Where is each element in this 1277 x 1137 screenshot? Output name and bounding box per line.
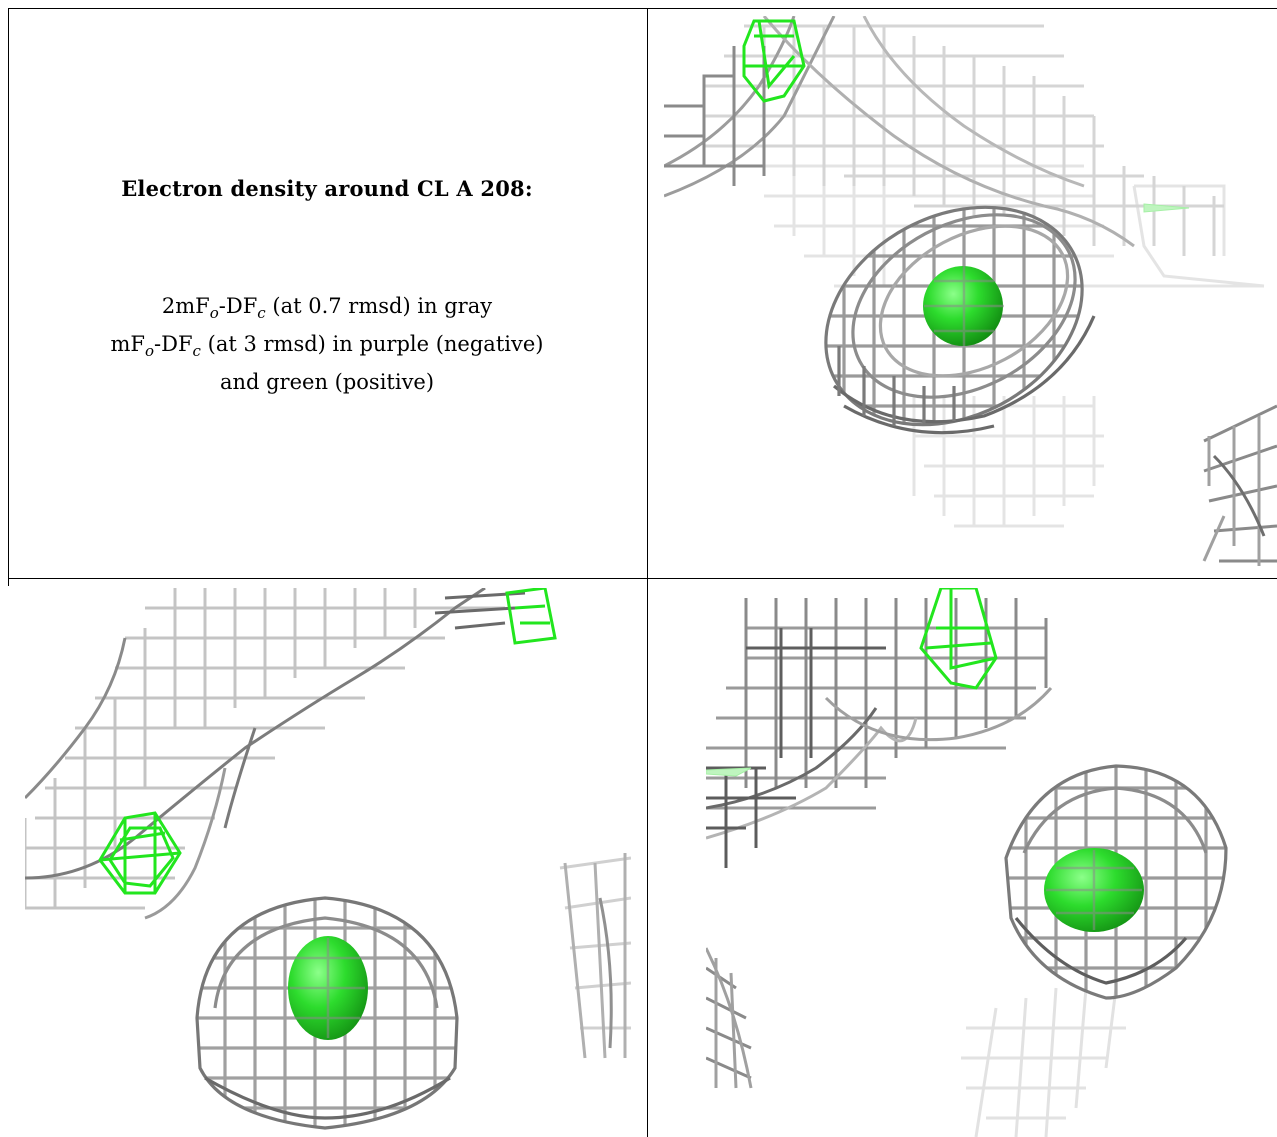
caption-line-2: mFo-DFc (at 3 rmsd) in purple (negative): [110, 332, 544, 360]
density-render-bottom-right: [706, 588, 1228, 1137]
caption-line-3: and green (positive): [219, 370, 435, 394]
positive-density-faint: [706, 767, 752, 777]
density-render-bottom-left: [25, 588, 631, 1130]
caption-cell: Electron density around CL A 208: 2mFo-D…: [8, 8, 646, 578]
frame-center-divider: [647, 8, 648, 1137]
sphere-overlay-mesh: [1046, 850, 1142, 930]
frame-top-border: [8, 8, 1277, 9]
sphere-overlay-mesh: [924, 266, 1004, 346]
caption-description: 2mFo-DFc (at 0.7 rmsd) in gray mFo-DFc (…: [8, 291, 646, 398]
upper-mesh-band: [706, 598, 1053, 868]
density-render-top-right: [664, 16, 1277, 566]
left-edge-mesh: [706, 947, 753, 1089]
positive-density-cube: [98, 811, 182, 895]
frame-middle-divider: [8, 578, 1277, 579]
faint-mesh: [961, 987, 1126, 1137]
positive-density-top: [919, 588, 998, 690]
right-edge-mesh: [1202, 404, 1277, 566]
view-bottom-right: [706, 588, 1277, 1137]
frame-left-border: [8, 8, 9, 586]
positive-density-small: [505, 588, 557, 645]
positive-density-faint: [1143, 203, 1190, 213]
diagonal-mesh-band: [25, 588, 526, 920]
caption-line-1: 2mFo-DFc (at 0.7 rmsd) in gray: [161, 294, 493, 322]
caption-title: Electron density around CL A 208:: [121, 176, 533, 201]
view-bottom-left: [25, 588, 631, 1137]
view-top-right: [664, 16, 1277, 571]
sphere-overlay-mesh: [290, 938, 365, 1038]
right-edge-mesh: [559, 853, 631, 1059]
positive-density-top: [742, 19, 806, 103]
